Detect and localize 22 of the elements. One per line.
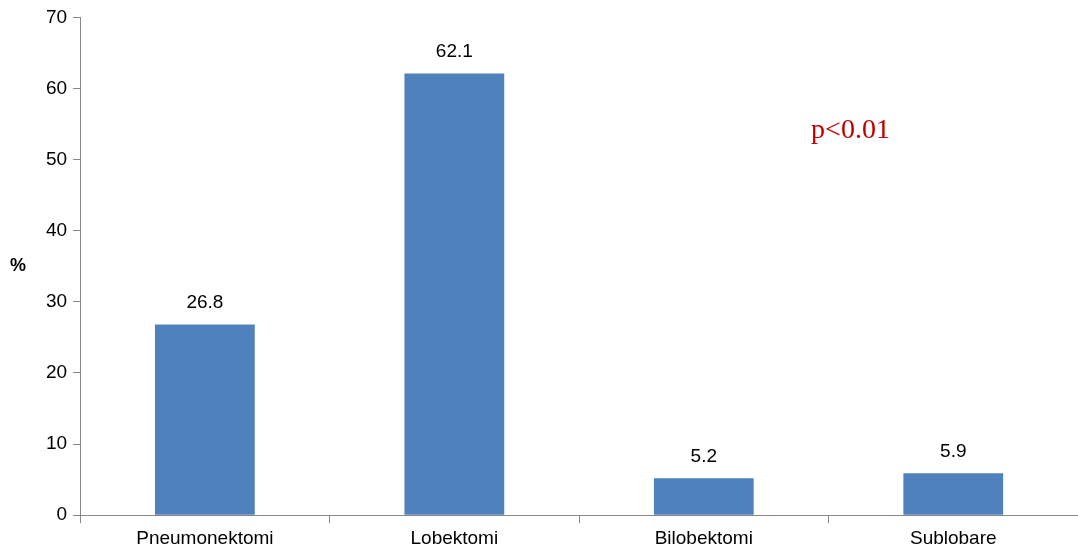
data-label: 62.1 bbox=[435, 40, 473, 62]
y-tick-label: 50 bbox=[45, 147, 68, 169]
x-tick-label: Pneumonektomi bbox=[136, 526, 274, 548]
x-tick-label: Sublobare bbox=[909, 526, 997, 548]
data-label: 5.9 bbox=[940, 439, 967, 461]
y-tick-label: 30 bbox=[45, 290, 68, 312]
bar bbox=[903, 473, 1004, 515]
bar bbox=[404, 73, 505, 515]
y-tick-label: 70 bbox=[45, 5, 68, 27]
y-tick-label: 60 bbox=[45, 76, 68, 98]
y-tick-label: 20 bbox=[45, 361, 68, 383]
data-label: 26.8 bbox=[186, 291, 224, 313]
bar bbox=[653, 478, 754, 515]
x-tick-label: Lobektomi bbox=[410, 526, 499, 548]
data-label: 5.2 bbox=[690, 444, 718, 466]
annotation: p<0.01 bbox=[811, 113, 890, 145]
y-axis-title: % bbox=[9, 255, 27, 276]
y-tick-label: 40 bbox=[45, 218, 68, 240]
x-tick-label: Bilobektomi bbox=[654, 526, 753, 548]
bar bbox=[154, 324, 255, 515]
y-tick-label: 0 bbox=[56, 503, 68, 525]
y-tick-label: 10 bbox=[45, 432, 68, 454]
